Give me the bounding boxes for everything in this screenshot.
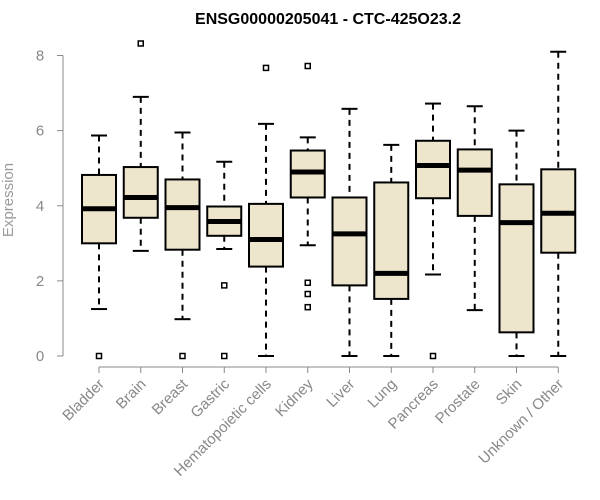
- outlier-point: [179, 352, 186, 360]
- outlier-point: [304, 279, 311, 287]
- y-axis: 0 2 4 6 8: [36, 48, 64, 365]
- outlier-point: [221, 282, 228, 289]
- x-tick-label: Lung: [364, 376, 400, 412]
- box-group: [331, 107, 368, 357]
- y-axis-label: Expression: [0, 163, 17, 237]
- outlier-point: [137, 40, 144, 47]
- y-tick-label: 2: [36, 273, 44, 290]
- x-tick-label: Brain: [113, 376, 150, 413]
- x-tick-label: Kidney: [272, 375, 317, 420]
- x-tick-label: Prostate: [432, 376, 484, 428]
- box-group: [248, 64, 284, 357]
- chart-title: ENSG00000205041 - CTC-425O23.2: [195, 11, 461, 28]
- box-group: [81, 134, 117, 360]
- box-group: [373, 143, 410, 357]
- box-group: [206, 160, 243, 360]
- x-tick-label: Skin: [493, 376, 526, 409]
- x-tick-label: Liver: [323, 376, 358, 411]
- iqr-box: [415, 139, 451, 200]
- iqr-box: [498, 183, 535, 334]
- iqr-box: [164, 178, 201, 251]
- box-group: [122, 40, 159, 252]
- y-tick-label: 8: [36, 48, 44, 65]
- y-tick-label: 0: [36, 348, 44, 365]
- box-group: [289, 62, 326, 311]
- box-group: [456, 105, 493, 312]
- box-group: [540, 50, 577, 357]
- y-tick-label: 4: [36, 198, 44, 215]
- box-group: [415, 102, 451, 360]
- iqr-box: [248, 202, 284, 268]
- box-group: [498, 129, 535, 357]
- outlier-point: [95, 352, 103, 360]
- iqr-box: [122, 166, 159, 219]
- outlier-point: [304, 62, 311, 70]
- outlier-point: [304, 303, 311, 311]
- y-tick-label: 6: [36, 123, 44, 140]
- x-tick-label: Bladder: [59, 376, 108, 425]
- boxes-layer: [81, 40, 577, 360]
- x-tick-label: Breast: [149, 375, 192, 418]
- iqr-box: [331, 196, 368, 287]
- iqr-box: [373, 181, 410, 300]
- outlier-point: [429, 352, 437, 360]
- outlier-point: [262, 64, 270, 72]
- outlier-point: [221, 352, 228, 360]
- iqr-box: [456, 148, 493, 217]
- outlier-point: [304, 290, 311, 298]
- box-group: [164, 131, 201, 360]
